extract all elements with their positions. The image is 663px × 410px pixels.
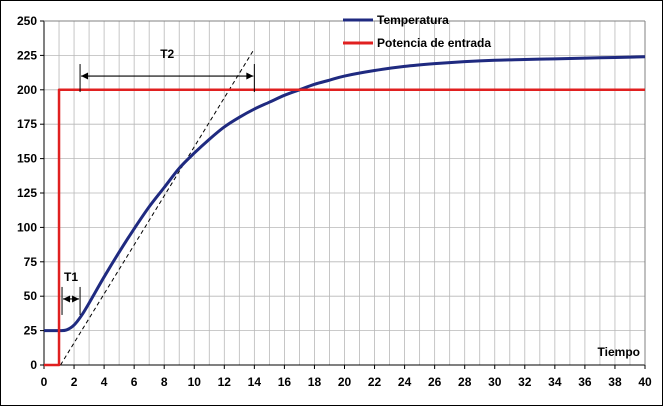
annotation-t2-arrowhead-left	[81, 72, 89, 80]
tick-labels: 0 2 4 6 8 10 12 14 16 18 20 22 24 26 28 30 32 34 36 38 40025…	[17, 14, 652, 389]
y-tick-label: 0	[30, 358, 37, 372]
x-tick-label: 20	[338, 375, 352, 389]
y-tick-label: 50	[24, 289, 38, 303]
y-tick-label: 250	[17, 14, 37, 28]
annotation-t2-label: T2	[160, 47, 174, 61]
x-tick-label: 26	[428, 375, 442, 389]
y-tick-label: 75	[24, 255, 38, 269]
series-line-potencia-de-entrada	[44, 88, 645, 367]
x-tick-label: 4	[101, 375, 108, 389]
y-tick-label: 175	[17, 117, 37, 131]
annotation-t2-arrowhead-right	[246, 72, 254, 80]
x-tick-label: 34	[548, 375, 562, 389]
x-tick-label: 16	[278, 375, 292, 389]
y-tick-label: 125	[17, 186, 37, 200]
x-tick-label: 2	[71, 375, 78, 389]
annotations: T1 T2	[61, 47, 255, 315]
x-tick-label: 40	[638, 375, 652, 389]
x-tick-label: 24	[398, 375, 412, 389]
grid	[43, 20, 646, 366]
x-tick-label: 10	[188, 375, 202, 389]
x-tick-label: 28	[458, 375, 472, 389]
legend-label: Potencia de entrada	[377, 36, 491, 50]
annotation-t1-arrowhead-left	[63, 295, 71, 303]
annotation-t1-arrowhead-right	[72, 295, 80, 303]
y-tick-label: 200	[17, 83, 37, 97]
x-tick-label: 8	[161, 375, 168, 389]
legend: Temperatura Potencia de entrada	[343, 13, 491, 50]
y-tick-label: 150	[17, 152, 37, 166]
tangent-line	[60, 51, 254, 366]
x-tick-label: 38	[608, 375, 622, 389]
x-tick-label: 32	[518, 375, 532, 389]
y-tick-label: 100	[17, 220, 37, 234]
x-tick-label: 36	[578, 375, 592, 389]
annotation-t1-label: T1	[64, 270, 78, 284]
y-tick-label: 25	[24, 324, 38, 338]
x-tick-label: 0	[41, 375, 48, 389]
x-tick-label: 12	[218, 375, 232, 389]
legend-label: Temperatura	[377, 13, 449, 27]
x-tick-label: 22	[368, 375, 382, 389]
x-tick-label: 14	[248, 375, 262, 389]
x-axis-label: Tiempo	[598, 345, 640, 359]
x-tick-label: 6	[131, 375, 138, 389]
y-tick-label: 225	[17, 48, 37, 62]
x-tick-label: 30	[488, 375, 502, 389]
series	[43, 51, 646, 367]
series-line-temperatura	[43, 55, 646, 333]
x-tick-label: 18	[308, 375, 322, 389]
